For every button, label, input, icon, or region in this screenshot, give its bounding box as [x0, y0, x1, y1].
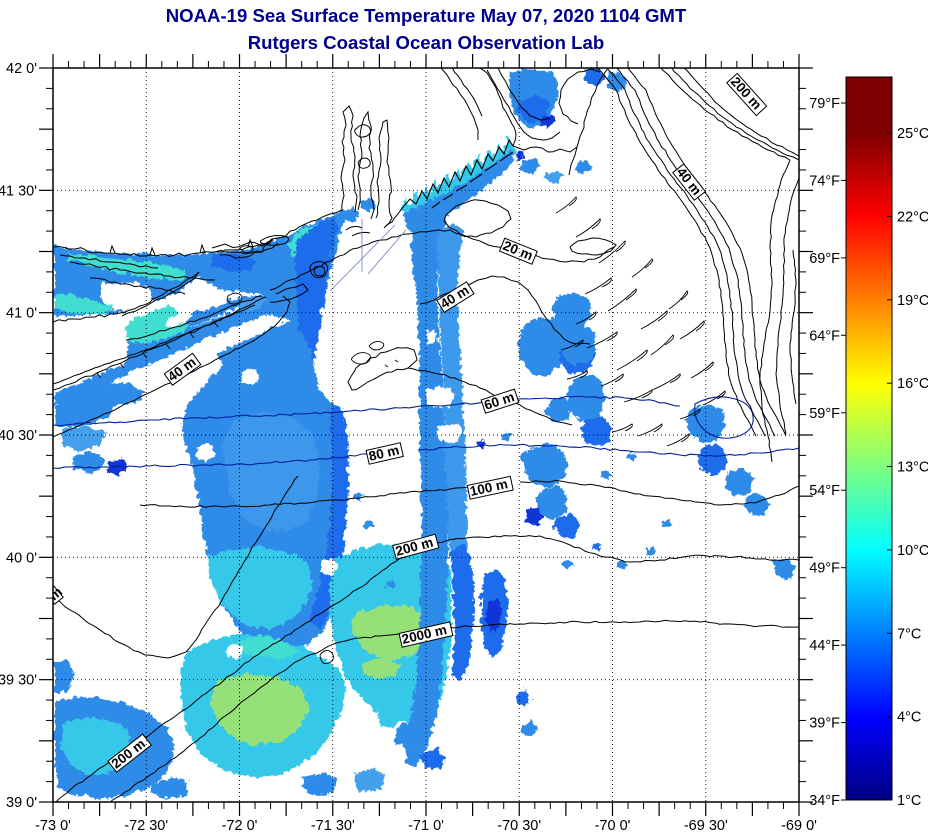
- svg-text:-73 0': -73 0': [35, 818, 71, 832]
- svg-text:42 0': 42 0': [6, 61, 37, 77]
- svg-text:-71 30': -71 30': [311, 818, 355, 832]
- svg-text:54°F: 54°F: [809, 483, 840, 499]
- svg-text:69°F: 69°F: [809, 251, 840, 267]
- svg-text:59°F: 59°F: [809, 406, 840, 422]
- svg-text:200 m: 200 m: [728, 74, 765, 112]
- svg-text:44°F: 44°F: [809, 638, 840, 654]
- svg-text:64°F: 64°F: [809, 328, 840, 344]
- svg-text:20 m: 20 m: [501, 238, 535, 263]
- svg-text:-71 0': -71 0': [408, 818, 444, 832]
- svg-text:39 30': 39 30': [0, 673, 37, 689]
- svg-text:4°C: 4°C: [897, 710, 921, 726]
- svg-text:49°F: 49°F: [809, 561, 840, 577]
- svg-text:-69 0': -69 0': [781, 818, 817, 832]
- svg-text:m: m: [46, 584, 65, 603]
- svg-text:25°C: 25°C: [897, 126, 928, 142]
- svg-text:41 30': 41 30': [0, 183, 37, 199]
- svg-text:10°C: 10°C: [897, 543, 928, 559]
- svg-text:1°C: 1°C: [897, 793, 921, 809]
- svg-text:-70 0': -70 0': [595, 818, 631, 832]
- svg-text:19°C: 19°C: [897, 293, 928, 309]
- svg-text:13°C: 13°C: [897, 460, 928, 476]
- svg-text:-72 30': -72 30': [124, 818, 168, 832]
- svg-text:-72 0': -72 0': [222, 818, 258, 832]
- svg-text:39°F: 39°F: [809, 716, 840, 732]
- svg-text:40 0': 40 0': [6, 550, 37, 566]
- svg-text:40 30': 40 30': [0, 428, 37, 444]
- svg-text:41 0': 41 0': [6, 306, 37, 322]
- svg-text:79°F: 79°F: [809, 96, 840, 112]
- svg-text:34°F: 34°F: [809, 793, 840, 809]
- svg-text:-69 30': -69 30': [684, 818, 728, 832]
- svg-text:22°C: 22°C: [897, 209, 928, 225]
- svg-text:16°C: 16°C: [897, 376, 928, 392]
- svg-text:7°C: 7°C: [897, 626, 921, 642]
- svg-text:74°F: 74°F: [809, 173, 840, 189]
- svg-text:80 m: 80 m: [367, 442, 400, 464]
- svg-text:-70 30': -70 30': [497, 818, 541, 832]
- svg-text:39 0': 39 0': [6, 795, 37, 811]
